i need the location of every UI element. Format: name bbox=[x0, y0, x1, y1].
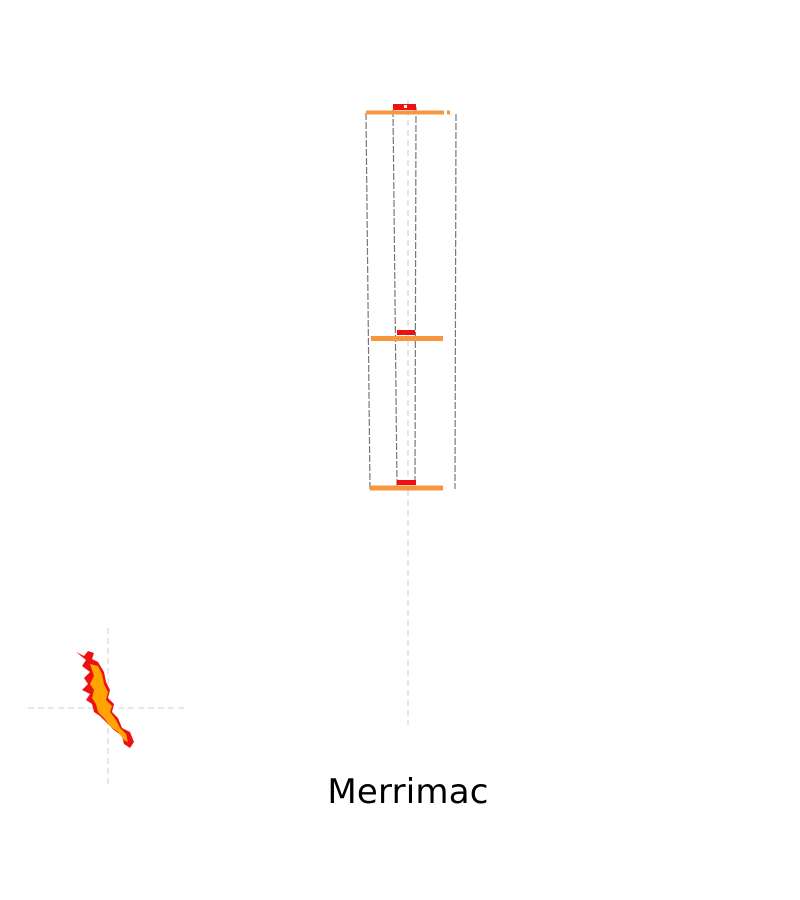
outer-left-wall-line bbox=[365, 112, 371, 490]
top-floor-bar-end bbox=[447, 110, 450, 115]
locator-map-icon bbox=[28, 628, 188, 788]
middle-floor-bar bbox=[371, 336, 443, 341]
bottom-floor-bar bbox=[370, 485, 443, 491]
inner-left-wall-line bbox=[392, 109, 398, 488]
place-title: Merrimac bbox=[327, 772, 489, 812]
top-marker-notch bbox=[404, 105, 407, 108]
building-section-icon bbox=[365, 100, 457, 725]
outer-right-wall-line bbox=[454, 113, 457, 490]
middle-marker bbox=[397, 330, 415, 335]
bottom-marker bbox=[397, 480, 416, 485]
inner-right-wall-line bbox=[414, 106, 417, 485]
locator-region-fill bbox=[90, 664, 128, 742]
top-floor-bar bbox=[366, 110, 444, 115]
